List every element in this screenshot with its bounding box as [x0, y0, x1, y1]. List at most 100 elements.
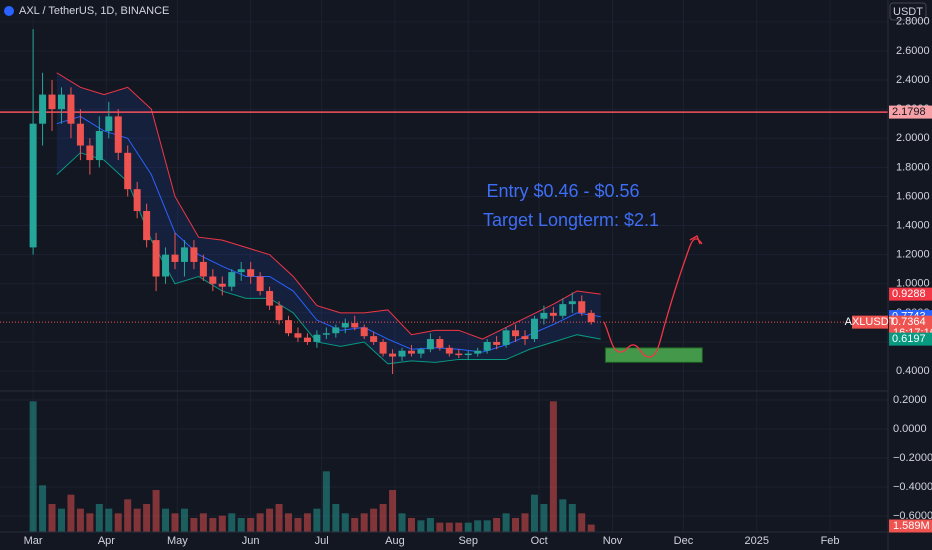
- ticker-badge-bg: [852, 315, 888, 329]
- candle-body: [322, 333, 330, 335]
- price-badge: 0.7364: [892, 316, 926, 328]
- candle-body: [95, 130, 103, 161]
- candle-body: [464, 353, 472, 356]
- y-tick-label: 2.6000: [896, 45, 930, 57]
- volume-bar: [143, 504, 151, 532]
- candle-body: [426, 339, 434, 350]
- volume-bar: [436, 522, 444, 532]
- currency-button[interactable]: [889, 2, 927, 21]
- candle-body: [228, 272, 236, 287]
- candle-body: [133, 189, 141, 212]
- candle-body: [341, 323, 349, 328]
- currency-label[interactable]: USDT: [893, 6, 923, 18]
- volume-bar: [209, 518, 217, 532]
- candle-body: [256, 276, 264, 292]
- x-tick-label: Jul: [315, 535, 329, 547]
- volume-bar: [398, 513, 406, 532]
- volume-badge: 1.589M: [893, 520, 930, 532]
- candle-body: [199, 261, 207, 277]
- y2-tick-label: 0.0000: [893, 423, 927, 435]
- volume-bar: [549, 401, 557, 532]
- candle-body: [190, 247, 198, 262]
- volume-bar: [48, 504, 56, 532]
- candle-body: [124, 152, 132, 190]
- volume-bar: [190, 518, 198, 532]
- x-tick-label: Oct: [531, 535, 548, 547]
- y-tick-label: 0.4000: [896, 365, 930, 377]
- volume-bar: [559, 499, 567, 532]
- x-tick-label: Mar: [24, 535, 43, 547]
- candle-body: [114, 116, 122, 153]
- volume-bar: [493, 518, 501, 532]
- candle-body: [39, 94, 47, 124]
- x-tick-label: Dec: [674, 535, 694, 547]
- candle-body: [48, 94, 56, 110]
- volume-bar: [124, 499, 132, 532]
- candle-body: [587, 312, 595, 323]
- candle-body: [407, 350, 415, 354]
- candle-body: [568, 301, 576, 305]
- volume-bar: [133, 508, 141, 532]
- x-tick-label: May: [167, 535, 188, 547]
- volume-bar: [86, 513, 94, 532]
- volume-bar: [67, 494, 75, 532]
- y2-tick-label: −0.4000: [893, 481, 932, 493]
- upper-badge: 0.9288: [892, 288, 926, 300]
- volume-bar: [370, 508, 378, 532]
- y2-tick-label: −0.6000: [893, 510, 932, 522]
- volume-bar: [341, 513, 349, 532]
- volume-bar: [256, 513, 264, 532]
- candle-body: [143, 211, 151, 241]
- volume-bar: [568, 504, 576, 532]
- x-tick-label: Nov: [603, 535, 623, 547]
- candle-body: [294, 333, 302, 338]
- volume-bar: [474, 520, 482, 532]
- candle-body: [493, 341, 501, 345]
- volume-bar: [76, 508, 84, 532]
- x-tick-label: 2025: [745, 535, 769, 547]
- candle-body: [474, 350, 482, 354]
- hline-badge-bg: [889, 105, 932, 119]
- band-fill: [56, 72, 601, 364]
- volume-bar: [313, 508, 321, 532]
- candle-body: [171, 254, 179, 262]
- volume-bar: [417, 520, 425, 532]
- x-tick-label: Apr: [98, 535, 115, 547]
- volume-bar: [483, 520, 491, 532]
- x-tick-label: Jun: [242, 535, 260, 547]
- volume-bar: [237, 518, 245, 532]
- annotation-entry: Entry $0.46 - $0.56: [486, 181, 639, 201]
- candle-body: [351, 323, 359, 328]
- candle-body: [76, 123, 84, 146]
- candle-body: [67, 94, 75, 124]
- x-tick-label: Sep: [458, 535, 478, 547]
- volume-bar: [285, 513, 293, 532]
- volume-bar: [95, 504, 103, 532]
- hline-badge: 2.1798: [892, 106, 926, 118]
- candle-body: [57, 94, 65, 110]
- volume-bar: [228, 513, 236, 532]
- volume-bar: [521, 513, 529, 532]
- grid: [0, 0, 888, 532]
- volume-bar: [407, 518, 415, 532]
- volume-bar: [247, 518, 255, 532]
- volume-bar: [379, 504, 387, 532]
- volume-bar: [266, 508, 274, 532]
- candle-body: [360, 327, 368, 337]
- candle-body: [389, 353, 397, 357]
- candle-body: [398, 350, 406, 357]
- candle-body: [445, 347, 453, 354]
- plot: [0, 29, 888, 532]
- y-tick-label: 1.4000: [896, 219, 930, 231]
- candle-body: [483, 341, 491, 351]
- candle-body: [530, 318, 538, 340]
- y-tick-label: 1.8000: [896, 161, 930, 173]
- x-tick-label: Feb: [821, 535, 840, 547]
- candle-body: [86, 145, 94, 161]
- volume-bar: [322, 471, 330, 532]
- candle-body: [379, 341, 387, 354]
- volume-bar: [332, 504, 340, 532]
- candle-body: [152, 240, 160, 277]
